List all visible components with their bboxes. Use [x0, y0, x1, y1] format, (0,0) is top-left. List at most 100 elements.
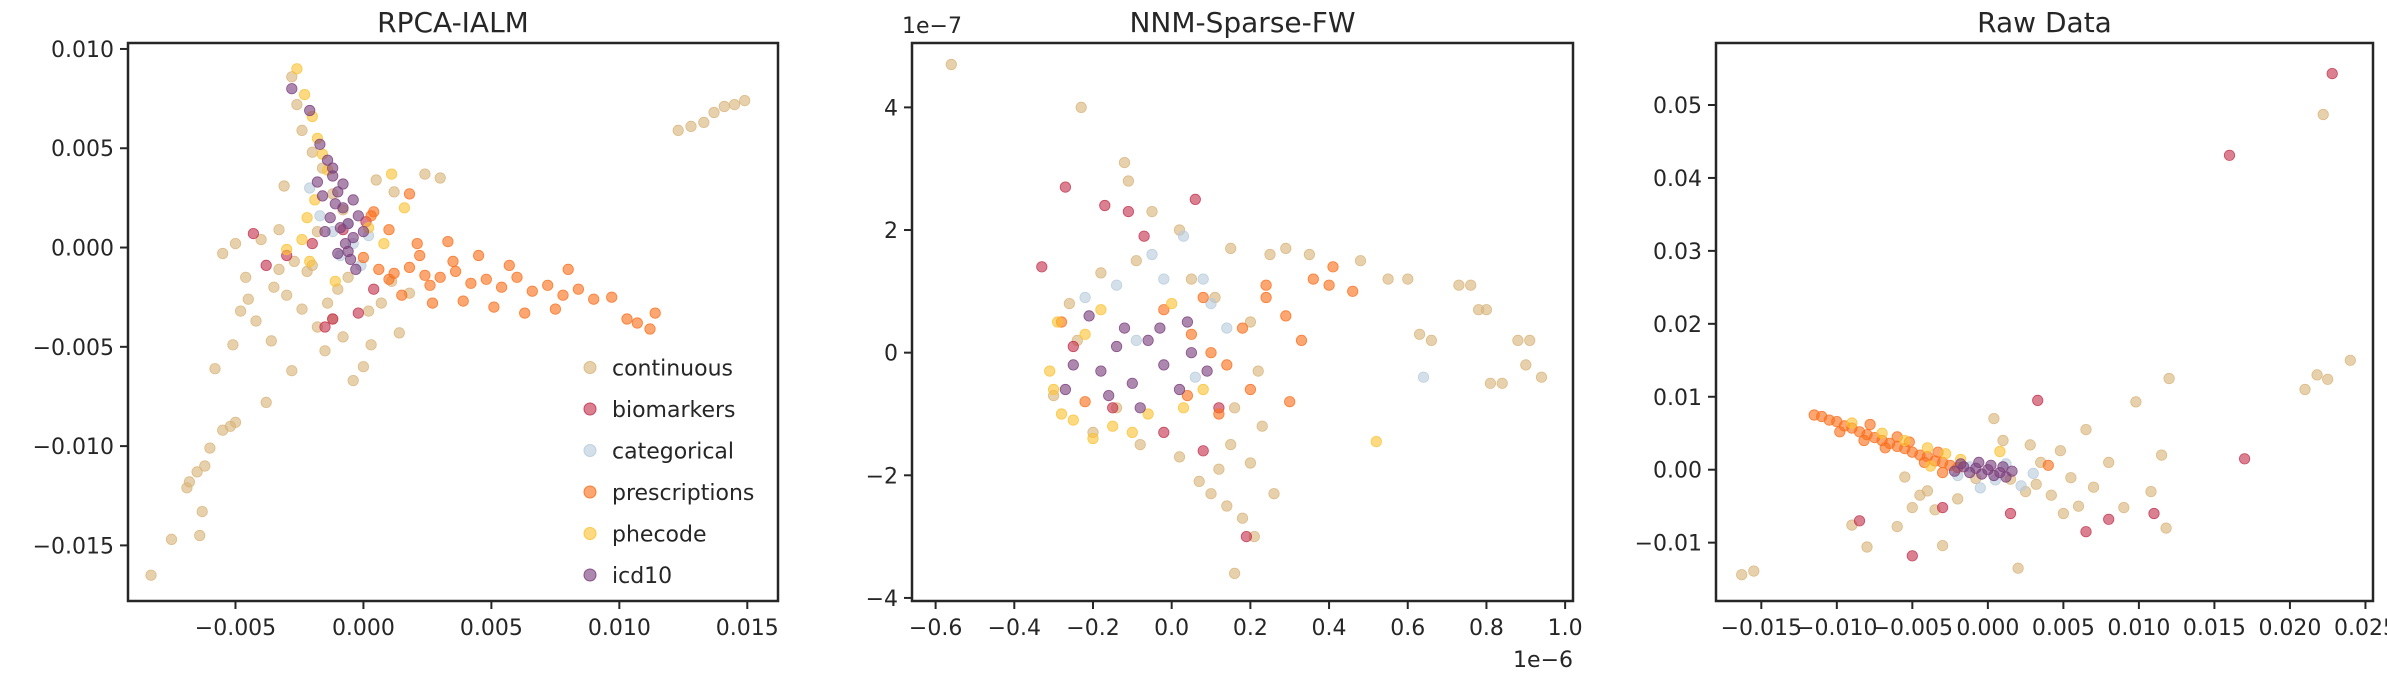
point-continuous	[1256, 420, 1268, 432]
point-prescriptions	[1236, 322, 1249, 334]
point-prescriptions	[1213, 408, 1225, 420]
point-continuous	[388, 186, 400, 198]
point-prescriptions	[1327, 261, 1339, 273]
point-icd10	[1059, 383, 1072, 396]
point-prescriptions	[606, 291, 618, 303]
point-continuous	[288, 255, 300, 267]
nnm-sparse-fw-panel: NNM-Sparse-FW −0.6 −0.4 −0.2 0.0 0.2 0.4 0.6 0.8…	[866, 6, 1583, 673]
point-categorical	[1177, 230, 1190, 242]
point-continuous	[2103, 456, 2115, 468]
point-continuous	[1063, 297, 1076, 310]
point-continuous	[286, 71, 298, 83]
point-continuous	[296, 303, 308, 315]
point-icd10	[1126, 377, 1138, 389]
point-icd10	[286, 83, 298, 95]
x-tick-label: 0.020	[2258, 616, 2321, 641]
point-continuous	[268, 281, 280, 293]
point-phecode	[1044, 365, 1056, 377]
point-continuous	[393, 327, 405, 339]
point-categorical	[1974, 482, 1986, 494]
point-continuous	[1118, 157, 1131, 169]
point-prescriptions	[365, 210, 377, 222]
point-biomarkers	[2080, 526, 2092, 538]
point-continuous	[1402, 273, 1414, 285]
point-continuous	[2088, 481, 2100, 493]
point-continuous	[242, 293, 254, 305]
point-icd10	[1158, 359, 1170, 371]
legend-label-categorical: categorical	[612, 440, 734, 465]
point-continuous	[2322, 373, 2334, 385]
point-icd10	[1955, 458, 1967, 470]
point-phecode	[1067, 414, 1079, 426]
point-icd10	[1201, 365, 1213, 377]
point-continuous	[217, 247, 229, 260]
point-continuous	[1937, 539, 1949, 552]
x-tick-label: 0.010	[2107, 616, 2170, 641]
point-continuous	[2065, 472, 2077, 484]
point-continuous	[306, 146, 318, 158]
point-prescriptions	[1079, 396, 1091, 408]
point-biomarkers	[2239, 453, 2251, 465]
point-prescriptions	[644, 323, 656, 335]
point-biomarkers	[368, 283, 380, 295]
point-prescriptions	[357, 251, 369, 264]
point-icd10	[1973, 456, 1985, 468]
point-continuous	[1465, 279, 1477, 291]
x-tick-label: 1.0	[1548, 616, 1583, 641]
point-continuous	[1997, 434, 2009, 447]
axes-frame	[910, 41, 1575, 603]
point-categorical	[1130, 334, 1142, 346]
point-prescriptions	[447, 255, 459, 267]
point-phecode	[1107, 420, 1119, 432]
point-phecode	[1846, 417, 1858, 429]
point-prescriptions	[1244, 383, 1257, 396]
point-biomarkers	[327, 313, 339, 325]
point-continuous	[2080, 423, 2092, 436]
point-prescriptions	[1347, 285, 1359, 297]
point-continuous	[1280, 242, 1292, 254]
point-icd10	[347, 232, 359, 244]
point-categorical	[314, 210, 326, 222]
point-categorical	[1205, 297, 1217, 310]
point-continuous	[1252, 365, 1264, 377]
x-tick-label: −0.005	[1872, 616, 1953, 641]
point-categorical	[2027, 467, 2039, 479]
point-continuous	[191, 466, 203, 478]
point-icd10	[1949, 465, 1961, 477]
point-continuous	[2118, 501, 2130, 514]
y-tick-label: 2	[884, 219, 898, 244]
point-continuous	[698, 116, 710, 129]
x-tick-label: 0.6	[1390, 616, 1425, 641]
point-phecode	[298, 89, 311, 101]
point-icd10	[350, 263, 362, 275]
legend-marker-biomarkers	[583, 402, 597, 416]
point-icd10	[1103, 389, 1115, 402]
point-prescriptions	[457, 295, 469, 307]
point-continuous	[1382, 273, 1394, 285]
point-prescriptions	[1864, 418, 1876, 431]
point-icd10	[329, 198, 341, 210]
point-prescriptions	[488, 301, 500, 313]
point-phecode	[1899, 434, 1911, 447]
point-phecode	[1142, 408, 1154, 420]
point-continuous	[278, 180, 290, 192]
point-phecode	[281, 243, 293, 256]
point-icd10	[352, 210, 364, 222]
point-continuous	[235, 305, 247, 317]
point-prescriptions	[403, 188, 416, 200]
point-continuous	[2145, 485, 2157, 498]
point-biomarkers	[1853, 515, 1866, 527]
point-prescriptions	[621, 313, 633, 325]
legend-marker-phecode	[583, 527, 597, 540]
point-continuous	[1453, 279, 1465, 291]
point-continuous	[1221, 500, 1233, 512]
point-continuous	[1425, 334, 1438, 346]
point-continuous	[2012, 562, 2024, 574]
x-tick-label: −0.010	[1796, 616, 1877, 641]
x-tick-label: 0.8	[1469, 616, 1504, 641]
point-continuous	[1075, 101, 1087, 114]
point-prescriptions	[1260, 279, 1272, 291]
x-tick-label: 0.015	[716, 616, 779, 641]
point-continuous	[718, 100, 730, 113]
y-tick-label: 4	[884, 96, 898, 121]
